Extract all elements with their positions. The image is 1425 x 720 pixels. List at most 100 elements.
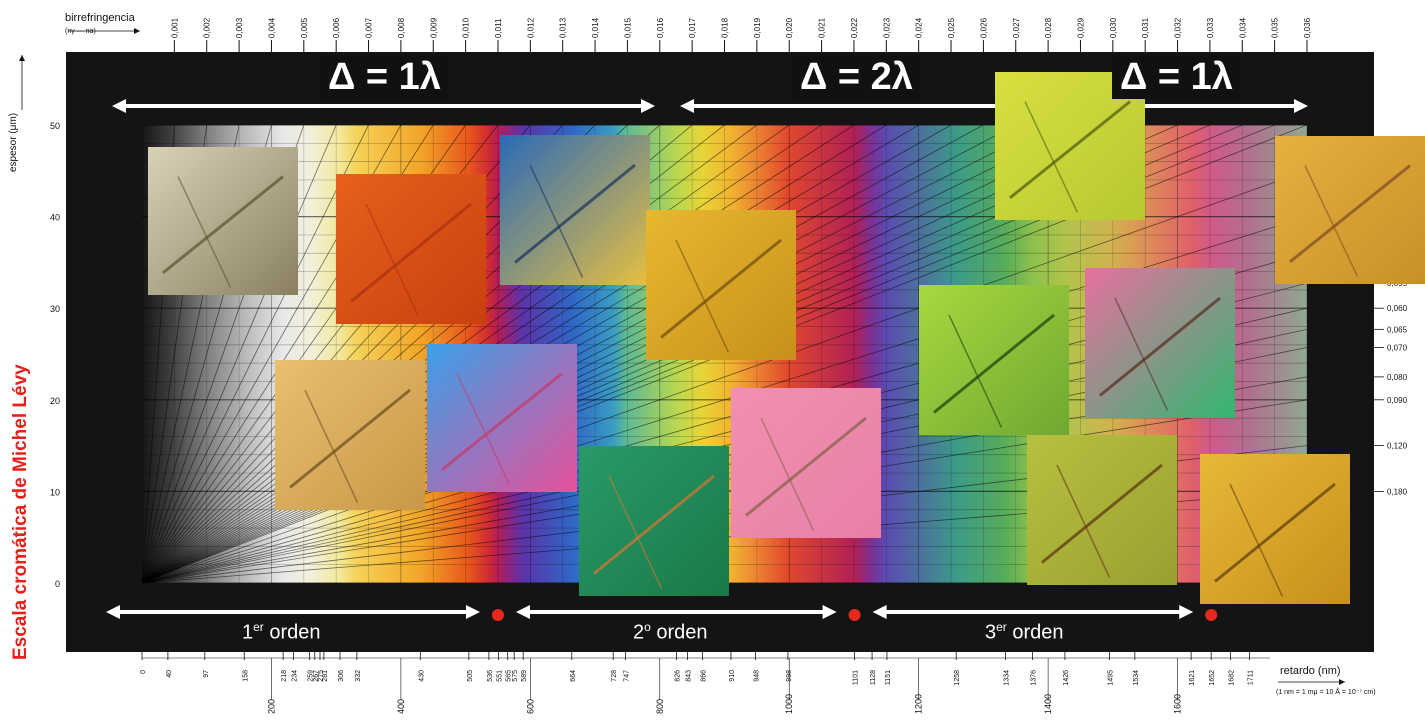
color-tick-label: 1376 — [1031, 670, 1038, 686]
birefringence-tick-label: 0,022 — [850, 17, 859, 38]
thickness-tick-label: 50 — [50, 121, 60, 131]
birefringence-tick-label: 0,029 — [1076, 17, 1085, 38]
thickness-tick-label: 0 — [55, 579, 60, 589]
birefringence-tick-label: 0,014 — [591, 17, 600, 38]
major-tick-label: 1200 — [914, 694, 924, 714]
photo-green-yellow-crack — [933, 313, 1055, 414]
color-tick-label: 948 — [754, 670, 761, 682]
photo-olive-crack — [1056, 464, 1111, 578]
photo-tan-crack — [289, 388, 411, 489]
x-axis-label: retardo (nm) — [1280, 665, 1341, 677]
thickness-tick-label: 20 — [50, 396, 60, 406]
x-axis-note: (1 nm = 1 mμ = 10 Å = 10⁻⁷ cm) — [1276, 689, 1376, 696]
color-tick-label: 1128 — [870, 670, 877, 685]
major-tick-label: 200 — [266, 699, 276, 714]
color-tick-label: 1534 — [1133, 670, 1140, 686]
color-tick-label: 866 — [700, 670, 707, 682]
birefringence-line — [142, 125, 337, 583]
lambda-arrow-3-head-right — [1294, 99, 1308, 113]
photo-pink-green-crack — [1099, 296, 1221, 397]
photo-pink-blue — [427, 344, 577, 492]
color-tick-label: 267 — [313, 670, 320, 682]
order-arrow-2-head-left — [515, 605, 530, 619]
birefringence-tick-label: 0,034 — [1238, 17, 1247, 38]
top-axis-label: birrefringencia — [65, 12, 135, 24]
photo-gold — [1200, 454, 1350, 604]
birefringence-tick-label: 0,036 — [1303, 17, 1312, 38]
color-tick-label: 1495 — [1108, 670, 1115, 686]
color-tick-label: 589 — [521, 670, 528, 682]
delta-label-3: Δ = 1λ — [1112, 55, 1241, 99]
order-boundary-dot — [1205, 609, 1218, 621]
order-label-2: 2o orden — [633, 620, 708, 644]
birefringence-tick-label: 0,011 — [494, 18, 503, 38]
color-tick-label: 281 — [322, 670, 329, 682]
delta-label-2: Δ = 2λ — [792, 55, 921, 99]
color-tick-label: 1682 — [1229, 670, 1236, 686]
color-tick-label: 1258 — [954, 670, 961, 686]
photo-yellow-1-crack — [675, 239, 730, 353]
birefringence-tick-label: 0,010 — [462, 17, 471, 38]
birefringence-tick-label: 0,030 — [1109, 17, 1118, 38]
photo-pink-crack — [745, 416, 867, 517]
y-axis-label: espesor (μm) — [8, 112, 19, 172]
photo-gold-right-crack — [1304, 165, 1359, 277]
right-tick-label: 0,065 — [1387, 325, 1408, 334]
right-tick-label: 0,070 — [1387, 343, 1408, 352]
color-tick-label: 826 — [675, 670, 682, 682]
birefringence-tick-label: 0,033 — [1206, 17, 1215, 38]
thickness-tick-label: 40 — [50, 213, 60, 223]
photo-green-yellow — [919, 285, 1069, 435]
color-tick-label: 843 — [686, 670, 693, 682]
color-tick-label: 536 — [487, 670, 494, 682]
birefringence-tick-label: 0,004 — [267, 17, 276, 38]
photo-olive-crack — [1041, 463, 1163, 564]
birefringence-tick-label: 0,018 — [721, 17, 730, 38]
color-tick-label: 40 — [166, 670, 173, 678]
color-tick-label: 1101 — [853, 670, 860, 685]
major-tick-label: 1000 — [784, 694, 794, 714]
color-tick-label: 430 — [418, 670, 425, 682]
photo-orange — [336, 174, 486, 324]
birefringence-tick-label: 0,016 — [656, 17, 665, 38]
birefringence-line — [142, 125, 563, 583]
order-label-3: 3er orden — [985, 620, 1064, 644]
photo-green-yellow-crack — [948, 314, 1003, 428]
birefringence-line — [142, 125, 369, 583]
color-tick-label: 910 — [729, 670, 736, 682]
major-tick-label: 600 — [525, 699, 535, 714]
color-tick-label: 1334 — [1003, 670, 1010, 686]
photo-yellow-top-crack — [1024, 101, 1079, 213]
lambda-arrow-2-head-left — [680, 99, 694, 113]
color-tick-label: 218 — [281, 670, 288, 682]
color-tick-label: 565 — [506, 670, 513, 682]
right-tick-label: 0,090 — [1387, 396, 1408, 405]
order-boundary-dot — [848, 609, 861, 621]
chart-title: Escala cromática de Michel Lévy — [10, 364, 31, 660]
photo-gray-crystal-crack — [162, 175, 284, 274]
right-tick-label: 0,180 — [1387, 487, 1408, 496]
birefringence-tick-label: 0,021 — [818, 17, 827, 38]
right-tick-label: 0,060 — [1387, 304, 1408, 313]
major-tick-label: 400 — [396, 699, 406, 714]
order-arrow-2-head-right — [822, 605, 837, 619]
photo-pink-green-crack — [1114, 297, 1169, 411]
top-axis-sublabel: (nγ — nα) — [65, 28, 96, 35]
order-arrow-1-head-right — [465, 605, 480, 619]
birefringence-tick-label: 0,032 — [1174, 17, 1183, 38]
birefringence-tick-label: 0,002 — [203, 17, 212, 38]
thickness-tick-label: 10 — [50, 487, 60, 497]
birefringence-line — [142, 170, 1307, 583]
photo-gold-crack — [1229, 483, 1284, 597]
photo-pink-crack — [760, 417, 815, 531]
order-arrow-1-head-left — [106, 605, 120, 619]
photo-gray-crystal — [148, 147, 298, 295]
color-tick-label: 1621 — [1189, 670, 1196, 686]
birefringence-tick-label: 0,019 — [753, 17, 762, 38]
photo-tan-crack — [304, 389, 359, 503]
color-tick-label: 505 — [467, 670, 474, 682]
birefringence-tick-label: 0,001 — [170, 17, 179, 38]
order-label-1: 1er orden — [242, 620, 321, 644]
color-tick-label: 0 — [140, 670, 147, 674]
